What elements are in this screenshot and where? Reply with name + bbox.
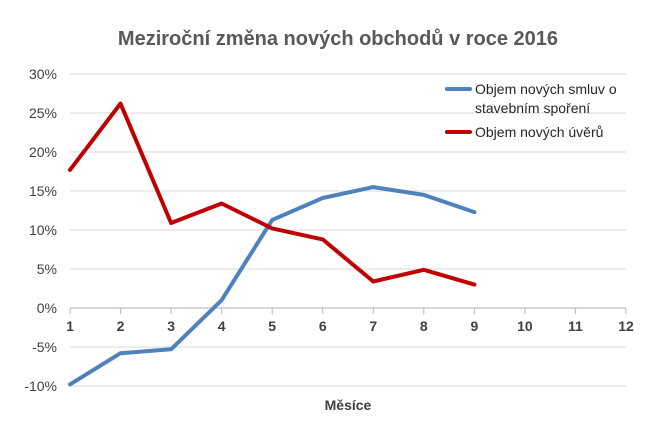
y-tick-label: 0%: [37, 300, 57, 316]
x-tick-label: 11: [568, 318, 583, 334]
legend-label-2: Objem nových úvěrů: [475, 124, 603, 140]
x-tick-label: 8: [420, 318, 428, 334]
x-tick-label: 2: [117, 318, 125, 334]
y-tick-label: -10%: [24, 378, 57, 394]
series-line-1: [68, 185, 477, 387]
y-tick-label: 30%: [29, 66, 57, 82]
y-tick-label: 15%: [29, 183, 57, 199]
x-tick-label: 4: [218, 318, 226, 334]
x-tick-label: 6: [319, 318, 327, 334]
plot-series: [68, 101, 477, 387]
series-line-2: [68, 101, 477, 287]
y-tick-label: -5%: [32, 339, 57, 355]
y-tick-label: 20%: [29, 144, 57, 160]
y-tick-label: 25%: [29, 105, 57, 121]
grid-lines: [70, 73, 626, 387]
y-axis-ticks: 30% 25% 20% 15% 10% 5% 0% -5% -10%: [24, 66, 57, 394]
legend: Objem nových smluv o stavebním spoření Obj…: [445, 81, 617, 140]
x-axis: 1 2 3 4 5 6 7 8 9 10 11 12: [66, 307, 634, 334]
x-tick-label: 9: [470, 318, 478, 334]
legend-label-1: stavebním spoření: [475, 100, 590, 116]
x-tick-label: 3: [167, 318, 175, 334]
y-tick-label: 10%: [29, 222, 57, 238]
x-tick-label: 10: [517, 318, 533, 334]
legend-label-1: Objem nových smluv o: [475, 81, 617, 97]
chart-title: Meziroční změna nových obchodů v roce 20…: [118, 28, 558, 50]
y-tick-label: 5%: [37, 261, 57, 277]
x-tick-label: 1: [66, 318, 74, 334]
x-tick-label: 12: [618, 318, 634, 334]
x-axis-label: Měsíce: [325, 397, 372, 413]
x-tick-label: 7: [369, 318, 377, 334]
x-tick-label: 5: [268, 318, 276, 334]
